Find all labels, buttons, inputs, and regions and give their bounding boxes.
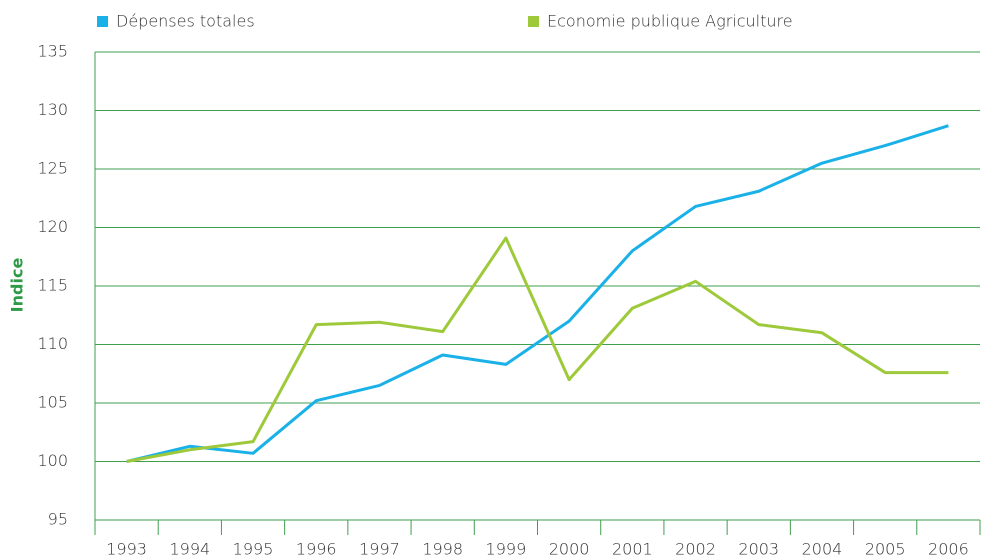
y-tick-label: 135 bbox=[37, 42, 68, 61]
x-tick-label: 2002 bbox=[675, 540, 716, 559]
x-tick-label: 2000 bbox=[549, 540, 590, 559]
legend-label: Dépenses totales bbox=[116, 12, 255, 31]
y-tick-label: 130 bbox=[37, 100, 68, 119]
x-tick-label: 2005 bbox=[865, 540, 906, 559]
x-tick-label: 2004 bbox=[802, 540, 843, 559]
x-tick-label: 2003 bbox=[738, 540, 779, 559]
x-tick-label: 1998 bbox=[422, 540, 463, 559]
legend-swatch bbox=[97, 16, 108, 27]
legend-swatch bbox=[528, 16, 539, 27]
x-tick-label: 2001 bbox=[612, 540, 653, 559]
x-tick-label: 1993 bbox=[106, 540, 147, 559]
y-tick-label: 120 bbox=[37, 217, 68, 236]
x-tick-label: 2006 bbox=[928, 540, 969, 559]
y-tick-label: 110 bbox=[37, 334, 68, 353]
x-tick-label: 1995 bbox=[233, 540, 274, 559]
series-line bbox=[126, 236, 949, 463]
x-tick-label: 1997 bbox=[359, 540, 400, 559]
y-tick-label: 125 bbox=[37, 159, 68, 178]
x-tick-label: 1994 bbox=[169, 540, 210, 559]
y-axis-label: Indice bbox=[8, 258, 27, 313]
y-tick-label: 105 bbox=[37, 393, 68, 412]
y-tick-label: 95 bbox=[48, 510, 68, 529]
y-tick-label: 115 bbox=[37, 276, 68, 295]
x-tick-label: 1996 bbox=[296, 540, 337, 559]
x-tick-label: 1999 bbox=[486, 540, 527, 559]
series-line bbox=[126, 124, 949, 463]
legend-label: Economie publique Agriculture bbox=[547, 12, 793, 31]
y-tick-label: 100 bbox=[37, 451, 68, 470]
